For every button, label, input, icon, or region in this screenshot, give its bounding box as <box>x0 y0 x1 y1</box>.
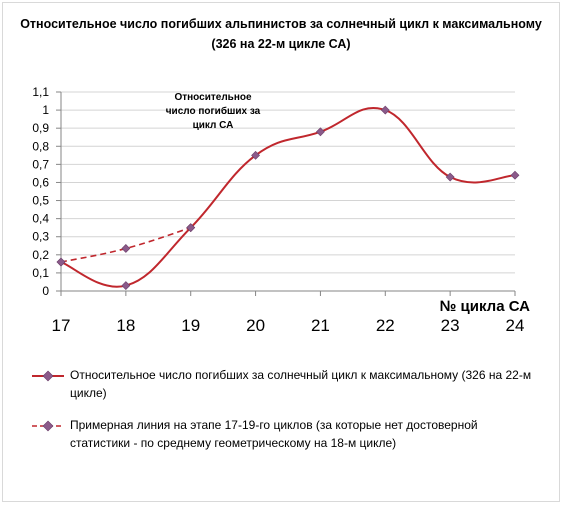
x-tick-label: 20 <box>246 316 265 335</box>
x-tick-label: 18 <box>116 316 135 335</box>
annotation-line: Относительное <box>174 92 252 103</box>
series-line-0 <box>60 107 516 288</box>
legend-item-dashed: Примерная линия на этапе 17-19-го циклов… <box>30 416 535 452</box>
data-point <box>510 170 520 180</box>
gridlines <box>61 91 515 274</box>
x-axis-label: № цикла СА <box>440 298 531 315</box>
axes <box>56 91 516 296</box>
data-point <box>316 127 325 137</box>
x-tick-label: 24 <box>506 316 525 335</box>
legend-label-dashed: Примерная линия на этапе 17-19-го циклов… <box>70 418 478 450</box>
data-point <box>445 172 455 182</box>
y-tick-labels: 0 0,1 0,2 0,3 0,4 0,5 0,6 0,7 0,8 0,9 1 1,1 <box>32 85 49 298</box>
chart-title: Относительное число погибших альпинистов… <box>20 17 542 51</box>
x-tick-label: 17 <box>52 316 71 335</box>
x-tick-label: 21 <box>311 316 330 335</box>
y-tick-label: 0,9 <box>32 121 49 135</box>
data-point <box>380 105 390 115</box>
y-tick-label: 0,1 <box>32 266 49 280</box>
annotation-line: число погибших за <box>166 105 261 117</box>
x-tick-label: 19 <box>181 316 200 335</box>
legend: Относительное число погибших за солнечны… <box>30 366 535 466</box>
x-tick-labels: 17 18 19 20 21 22 23 24 <box>52 316 525 335</box>
x-tick-label: 22 <box>376 316 395 335</box>
chart-frame <box>2 2 560 502</box>
y-tick-label: 0,4 <box>32 212 49 226</box>
y-tick-label: 0,7 <box>32 157 49 171</box>
legend-item-solid: Относительное число погибших за солнечны… <box>30 366 535 402</box>
y-tick-label: 0 <box>42 284 49 298</box>
annotation-line: цикл СА <box>193 120 234 131</box>
y-tick-label: 0,3 <box>32 230 49 244</box>
data-point <box>121 244 131 253</box>
data-point <box>251 150 260 160</box>
legend-swatch-dashed <box>32 420 64 432</box>
data-point <box>186 223 196 233</box>
y-tick-label: 0,2 <box>32 248 49 262</box>
y-tick-label: 1,1 <box>32 85 49 99</box>
y-tick-label: 0,5 <box>32 194 49 208</box>
data-point <box>56 257 66 267</box>
series-markers <box>56 105 520 290</box>
y-tick-label: 0,6 <box>32 175 49 189</box>
chart-annotation: Относительное число погибших за цикл СА <box>166 92 261 131</box>
x-tick-label: 23 <box>441 316 460 335</box>
legend-label-solid: Относительное число погибших за солнечны… <box>70 368 532 400</box>
y-tick-label: 0,8 <box>32 139 49 153</box>
series-lines <box>60 107 516 288</box>
legend-swatch-solid <box>32 370 64 382</box>
data-point <box>121 281 131 290</box>
series-line-1 <box>60 226 191 263</box>
y-tick-label: 1 <box>42 103 49 117</box>
